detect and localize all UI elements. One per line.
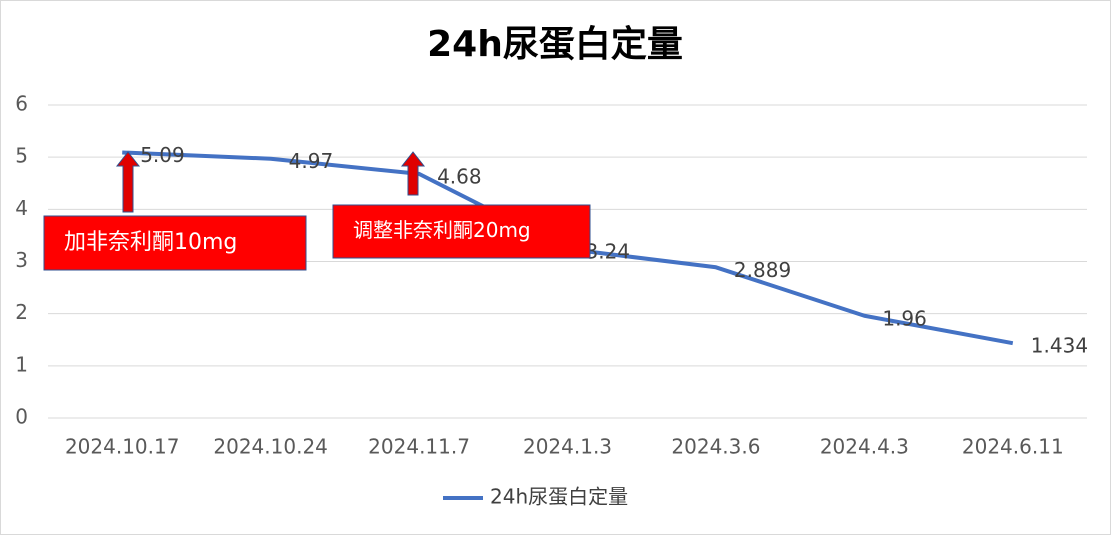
y-tick-label: 2 [15, 300, 28, 324]
data-label: 4.97 [289, 149, 334, 173]
y-tick-label: 4 [15, 196, 28, 220]
x-tick-label: 2024.11.7 [368, 435, 470, 459]
data-label: 3.24 [586, 239, 631, 263]
data-label: 1.96 [882, 306, 927, 330]
y-tick-label: 0 [15, 405, 28, 429]
legend-label: 24h尿蛋白定量 [490, 485, 628, 509]
annotation-arrow [115, 151, 141, 213]
annotation-box [43, 215, 307, 271]
x-tick-label: 2024.10.17 [65, 435, 180, 459]
data-label: 4.68 [437, 164, 482, 188]
chart-title: 24h尿蛋白定量 [427, 24, 683, 65]
y-tick-label: 1 [15, 352, 28, 376]
annotation-text: 调整非奈利酮20mg [353, 218, 531, 242]
data-label: 5.09 [140, 143, 185, 167]
y-tick-label: 5 [15, 144, 28, 168]
data-label: 1.434 [1031, 334, 1088, 358]
y-tick-label: 6 [15, 92, 28, 116]
annotation-text: 加非奈利酮10mg [64, 230, 237, 255]
x-tick-label: 2024.10.24 [213, 435, 328, 459]
annotation-box [332, 204, 591, 259]
x-tick-label: 2024.1.3 [523, 435, 612, 459]
x-tick-label: 2024.4.3 [820, 435, 909, 459]
data-label: 2.889 [734, 258, 791, 282]
x-tick-label: 2024.3.6 [671, 435, 760, 459]
y-tick-label: 3 [15, 248, 28, 272]
annotation-arrow [400, 151, 426, 196]
x-tick-label: 2024.6.11 [962, 435, 1064, 459]
